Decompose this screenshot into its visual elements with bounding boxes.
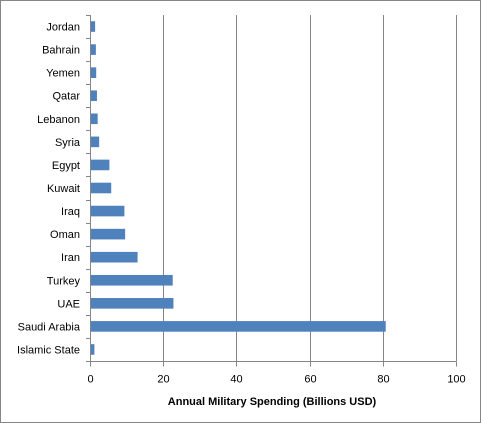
x-tick-label: 0 — [87, 374, 93, 386]
bar-uae — [90, 298, 174, 309]
category-label: Jordan — [46, 22, 80, 34]
category-label: Syria — [55, 137, 81, 149]
bar-yemen — [90, 67, 97, 78]
bar-saudi-arabia — [90, 321, 386, 332]
category-label: UAE — [57, 298, 80, 310]
category-label: Oman — [50, 229, 80, 241]
bar-jordan — [90, 21, 96, 32]
category-label: Egypt — [52, 160, 80, 172]
axes — [86, 15, 457, 367]
category-label: Lebanon — [37, 114, 80, 126]
x-tick-label: 100 — [447, 374, 465, 386]
category-label: Kuwait — [47, 183, 80, 195]
x-axis-title: Annual Military Spending (Billions USD) — [168, 396, 377, 408]
category-label: Iran — [61, 252, 80, 264]
bar-bahrain — [90, 44, 96, 55]
bar-islamic-state — [90, 344, 95, 355]
bars — [90, 21, 386, 355]
category-label: Qatar — [52, 91, 80, 103]
category-label: Turkey — [47, 275, 81, 287]
category-label: Islamic State — [17, 344, 80, 356]
bar-iraq — [90, 205, 125, 217]
bar-kuwait — [90, 182, 112, 194]
gridlines — [163, 15, 457, 361]
x-tick-label: 20 — [157, 374, 169, 386]
bar-turkey — [90, 274, 173, 286]
category-label: Iraq — [61, 206, 80, 218]
bar-oman — [90, 228, 126, 240]
bar-iran — [90, 251, 138, 263]
category-label: Bahrain — [42, 45, 80, 57]
x-tick-label: 80 — [377, 374, 389, 386]
bar-egypt — [90, 159, 110, 171]
bar-qatar — [90, 90, 97, 102]
category-label: Yemen — [46, 68, 80, 80]
x-tick-label: 60 — [304, 374, 316, 386]
x-tick-label: 40 — [230, 374, 242, 386]
bar-lebanon — [90, 113, 98, 125]
bar-syria — [90, 136, 100, 148]
labels: Islamic State Saudi Arabia UAE Turkey Iran Om… — [17, 22, 466, 386]
category-label: Saudi Arabia — [18, 321, 81, 333]
